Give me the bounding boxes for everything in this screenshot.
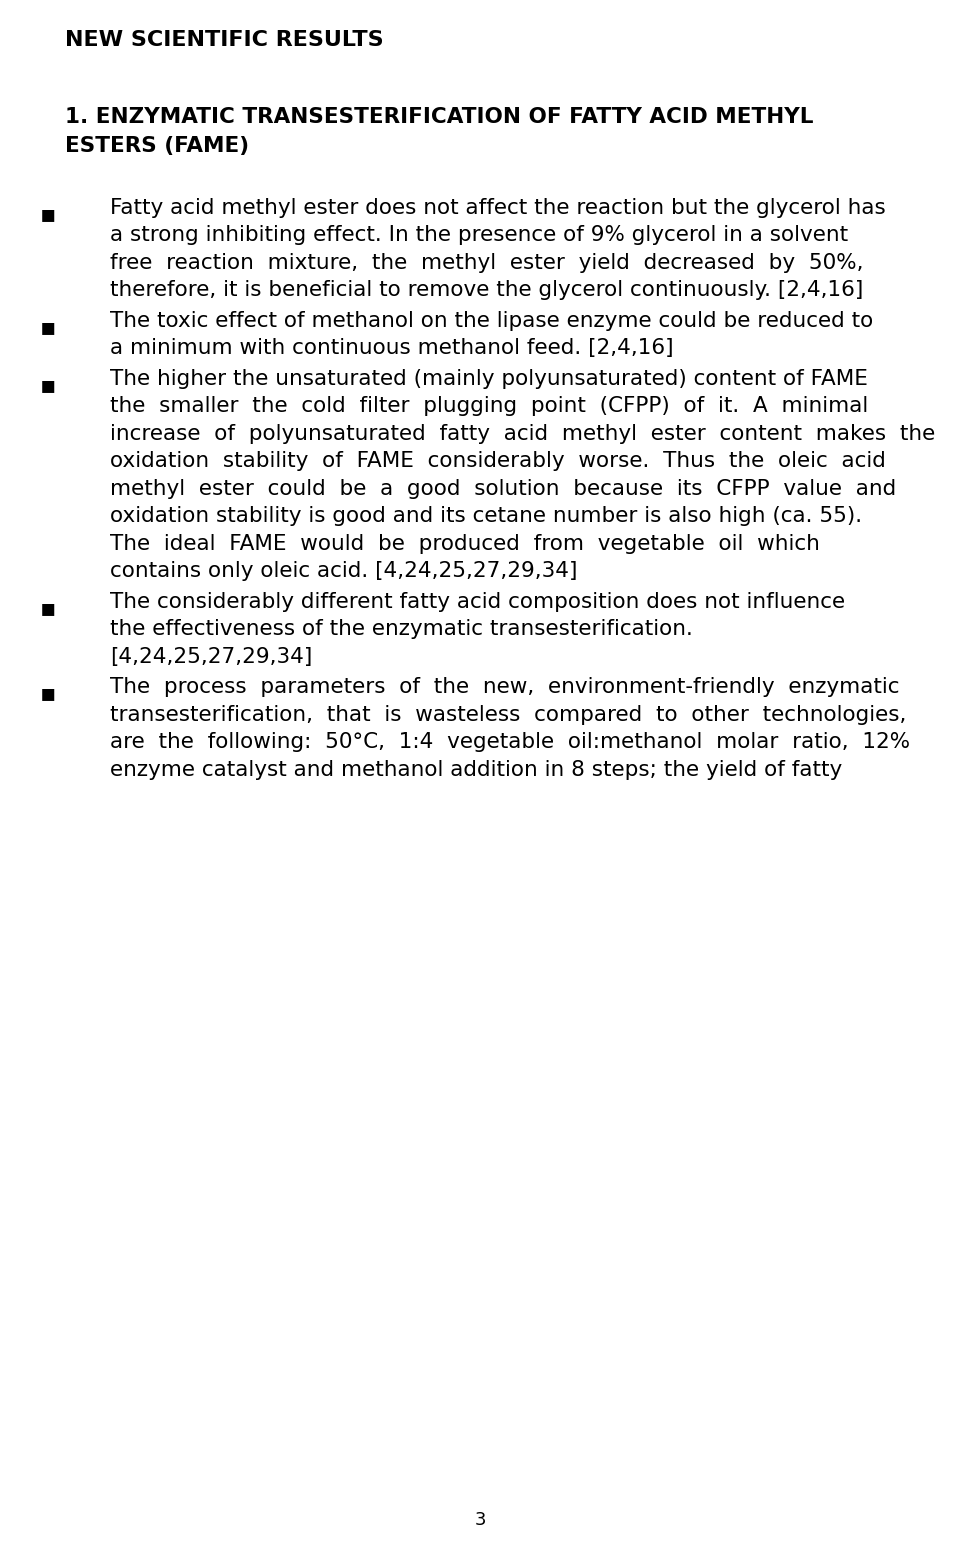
Text: NEW SCIENTIFIC RESULTS: NEW SCIENTIFIC RESULTS — [65, 30, 384, 50]
Text: enzyme catalyst and methanol addition in 8 steps; the yield of fatty: enzyme catalyst and methanol addition in… — [110, 759, 842, 780]
Text: ▪: ▪ — [40, 202, 57, 226]
Text: the effectiveness of the enzymatic transesterification.: the effectiveness of the enzymatic trans… — [110, 619, 693, 640]
Text: contains only oleic acid. [4,24,25,27,29,34]: contains only oleic acid. [4,24,25,27,29… — [110, 562, 578, 582]
Text: the  smaller  the  cold  filter  plugging  point  (CFPP)  of  it.  A  minimal: the smaller the cold filter plugging poi… — [110, 397, 868, 417]
Text: ▪: ▪ — [40, 373, 57, 397]
Text: The higher the unsaturated (mainly polyunsaturated) content of FAME: The higher the unsaturated (mainly polyu… — [110, 369, 868, 389]
Text: The toxic effect of methanol on the lipase enzyme could be reduced to: The toxic effect of methanol on the lipa… — [110, 311, 874, 331]
Text: Fatty acid methyl ester does not affect the reaction but the glycerol has: Fatty acid methyl ester does not affect … — [110, 198, 886, 218]
Text: The  ideal  FAME  would  be  produced  from  vegetable  oil  which: The ideal FAME would be produced from ve… — [110, 534, 820, 554]
Text: The  process  parameters  of  the  new,  environment-friendly  enzymatic: The process parameters of the new, envir… — [110, 677, 900, 697]
Text: ESTERS (FAME): ESTERS (FAME) — [65, 135, 250, 156]
Text: 1. ENZYMATIC TRANSESTERIFICATION OF FATTY ACID METHYL: 1. ENZYMATIC TRANSESTERIFICATION OF FATT… — [65, 107, 813, 128]
Text: 3: 3 — [474, 1511, 486, 1530]
Text: oxidation stability is good and its cetane number is also high (ca. 55).: oxidation stability is good and its ceta… — [110, 506, 862, 526]
Text: a strong inhibiting effect. In the presence of 9% glycerol in a solvent: a strong inhibiting effect. In the prese… — [110, 226, 848, 246]
Text: ▪: ▪ — [40, 314, 57, 339]
Text: oxidation  stability  of  FAME  considerably  worse.  Thus  the  oleic  acid: oxidation stability of FAME considerably… — [110, 451, 886, 471]
Text: are  the  following:  50°C,  1:4  vegetable  oil:methanol  molar  ratio,  12%: are the following: 50°C, 1:4 vegetable o… — [110, 733, 910, 752]
Text: therefore, it is beneficial to remove the glycerol continuously. [2,4,16]: therefore, it is beneficial to remove th… — [110, 280, 863, 300]
Text: a minimum with continuous methanol feed. [2,4,16]: a minimum with continuous methanol feed.… — [110, 338, 674, 358]
Text: increase  of  polyunsaturated  fatty  acid  methyl  ester  content  makes  the: increase of polyunsaturated fatty acid m… — [110, 423, 935, 443]
Text: methyl  ester  could  be  a  good  solution  because  its  CFPP  value  and: methyl ester could be a good solution be… — [110, 479, 897, 499]
Text: transesterification,  that  is  wasteless  compared  to  other  technologies,: transesterification, that is wasteless c… — [110, 705, 906, 725]
Text: ▪: ▪ — [40, 682, 57, 705]
Text: ▪: ▪ — [40, 596, 57, 619]
Text: free  reaction  mixture,  the  methyl  ester  yield  decreased  by  50%,: free reaction mixture, the methyl ester … — [110, 252, 863, 272]
Text: [4,24,25,27,29,34]: [4,24,25,27,29,34] — [110, 647, 312, 668]
Text: The considerably different fatty acid composition does not influence: The considerably different fatty acid co… — [110, 591, 845, 612]
